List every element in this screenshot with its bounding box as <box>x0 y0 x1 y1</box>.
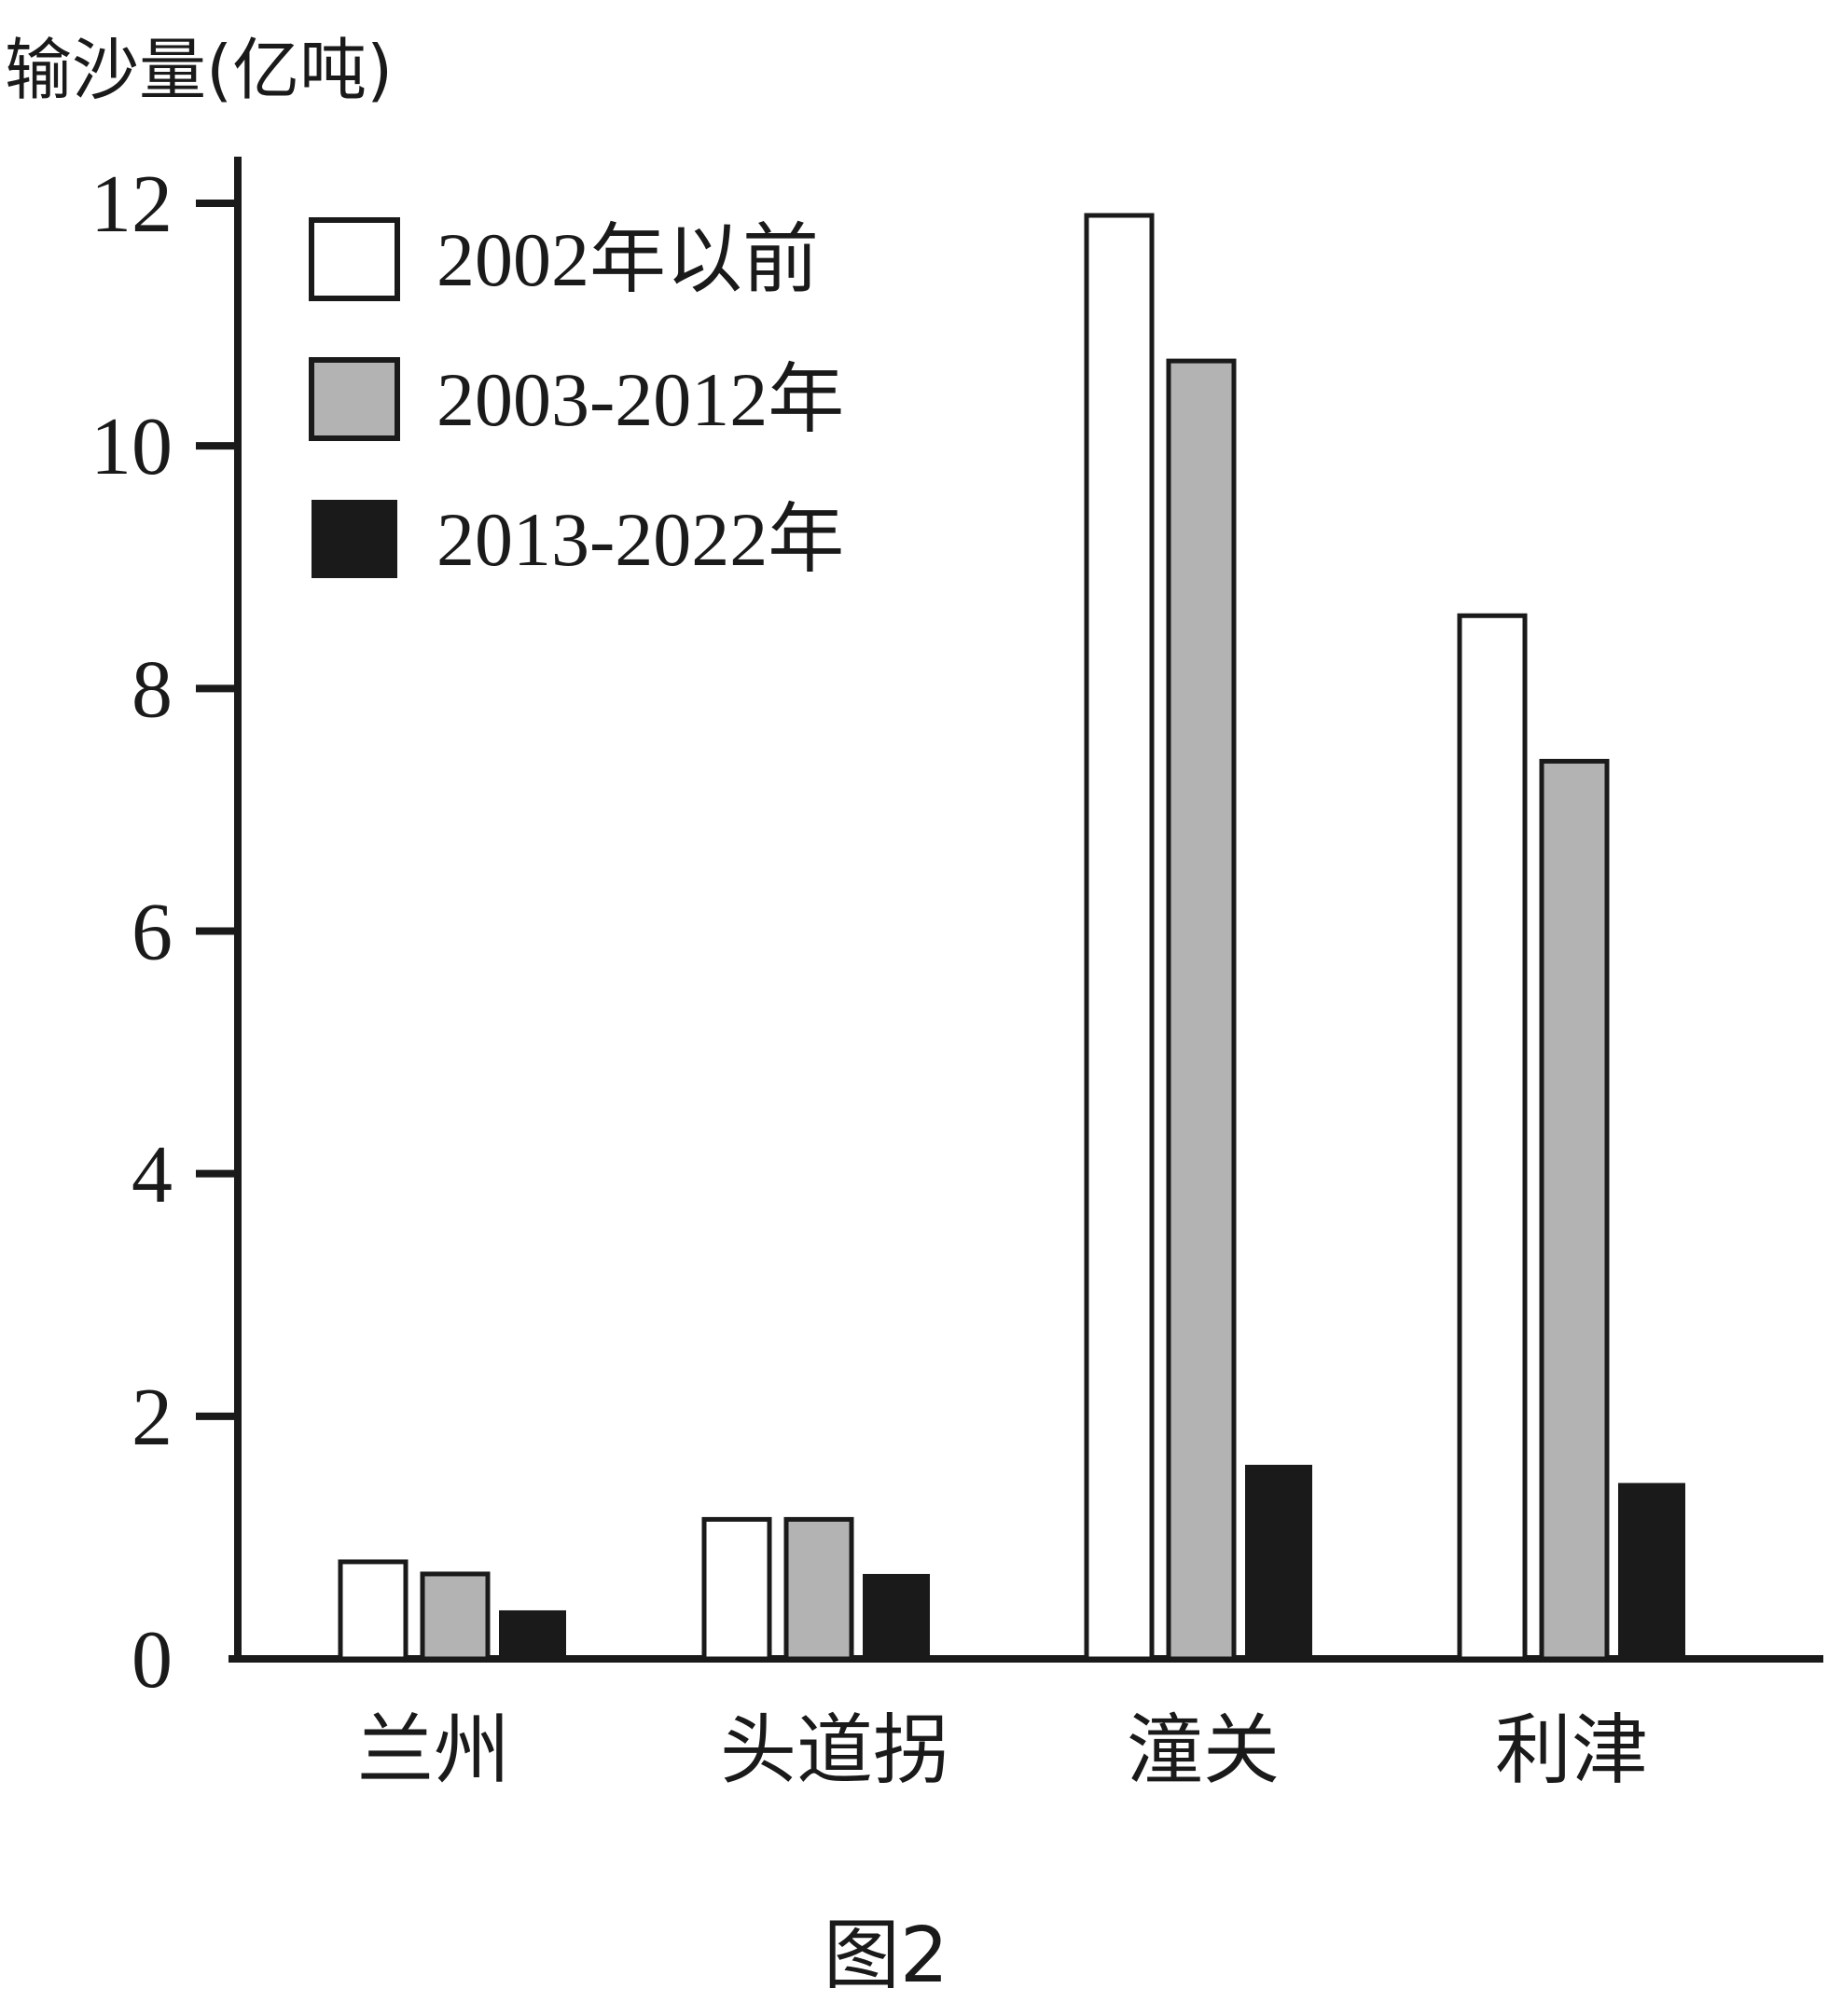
bar-2013-2022 <box>499 1609 566 1659</box>
bar-before-2002 <box>701 1516 772 1662</box>
bar-2003-2012 <box>1539 758 1610 1662</box>
y-tick-label: 0 <box>132 1615 173 1705</box>
bar-before-2002 <box>338 1559 409 1662</box>
bar-2003-2012 <box>1166 358 1237 1662</box>
legend-swatch <box>309 357 400 441</box>
bar-2003-2012 <box>783 1516 854 1662</box>
bar-2013-2022 <box>863 1573 930 1659</box>
legend: 2002年以前 2003-2012年 2013-2022年 <box>309 217 844 582</box>
bar-before-2002 <box>1084 213 1155 1662</box>
y-tick-label: 4 <box>132 1130 173 1221</box>
x-tick-label: 利津 <box>1495 1706 1648 1795</box>
y-tick-label: 2 <box>132 1373 173 1463</box>
x-tick-label: 兰州 <box>357 1706 510 1795</box>
figure-caption: 图2 <box>824 1912 949 2000</box>
legend-label: 2003-2012年 <box>436 357 844 442</box>
legend-swatch <box>309 217 400 301</box>
y-tick-label: 6 <box>132 888 173 978</box>
legend-label: 2013-2022年 <box>436 497 844 582</box>
bar-before-2002 <box>1457 613 1528 1662</box>
y-ticks: 0 2 4 6 8 10 12 <box>90 159 238 1705</box>
y-axis-label: 输沙量(亿吨) <box>5 31 393 109</box>
bar-2013-2022 <box>1618 1483 1685 1659</box>
x-tick-label: 潼关 <box>1127 1706 1280 1795</box>
y-tick-label: 10 <box>90 402 173 492</box>
bar-2013-2022 <box>1245 1464 1312 1659</box>
legend-swatch <box>312 500 397 578</box>
x-tick-label: 头道拐 <box>720 1706 949 1795</box>
bar-2003-2012 <box>420 1571 491 1662</box>
bars <box>338 213 1685 1662</box>
y-tick-label: 8 <box>132 644 173 735</box>
x-tick-labels: 兰州 头道拐 潼关 利津 <box>357 1706 1648 1795</box>
y-tick-label: 12 <box>90 159 173 250</box>
legend-label: 2002年以前 <box>436 217 819 302</box>
